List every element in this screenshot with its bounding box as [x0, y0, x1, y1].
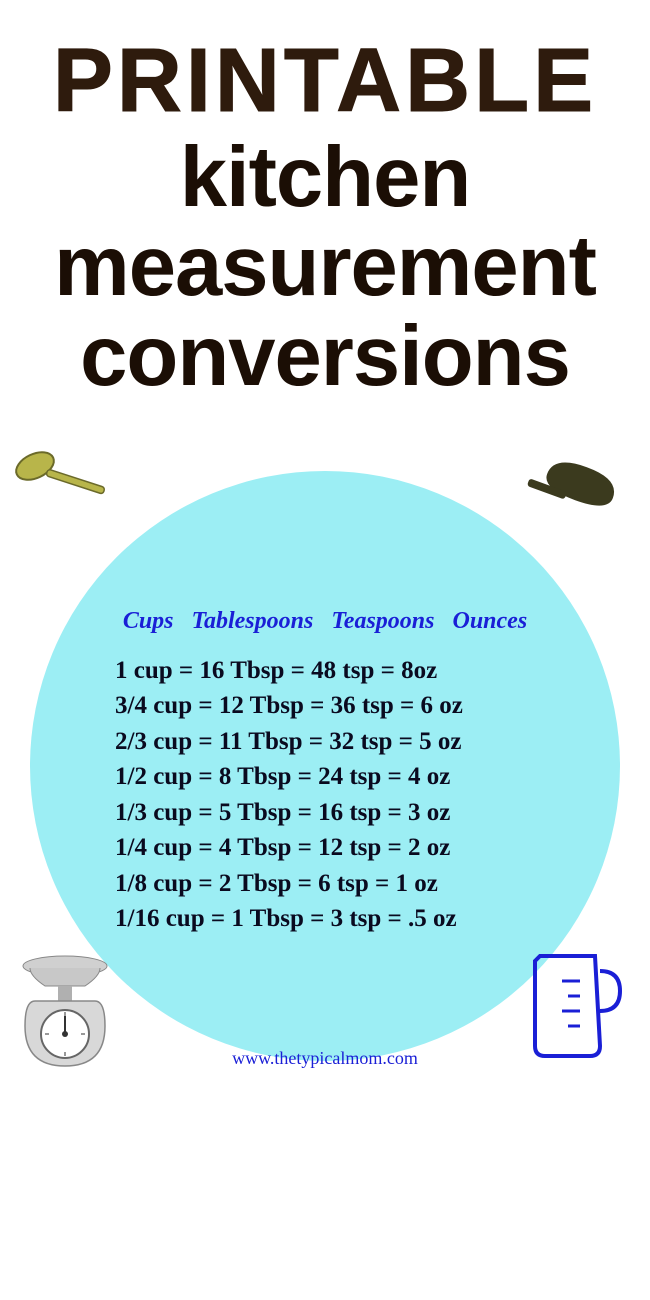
measuring-jug-icon [520, 946, 630, 1071]
title-kitchen: kitchen [0, 133, 650, 222]
conversion-row: 1/3 cup = 5 Tbsp = 16 tsp = 3 oz [65, 795, 585, 831]
chart-content: Cups Tablespoons Teaspoons Ounces 1 cup … [65, 608, 585, 937]
title-block: PRINTABLE kitchen measurement conversion… [0, 0, 650, 401]
conversion-row: 2/3 cup = 11 Tbsp = 32 tsp = 5 oz [65, 724, 585, 760]
title-printable: PRINTABLE [0, 30, 650, 133]
header-teaspoons: Teaspoons [331, 608, 434, 635]
header-ounces: Ounces [452, 608, 527, 635]
header-tablespoons: Tablespoons [192, 608, 314, 635]
conversion-chart: Cups Tablespoons Teaspoons Ounces 1 cup … [0, 441, 650, 1091]
chart-rows: 1 cup = 16 Tbsp = 48 tsp = 8oz 3/4 cup =… [65, 653, 585, 937]
conversion-row: 1 cup = 16 Tbsp = 48 tsp = 8oz [65, 653, 585, 689]
conversion-row: 1/2 cup = 8 Tbsp = 24 tsp = 4 oz [65, 759, 585, 795]
header-cups: Cups [123, 608, 174, 635]
conversion-row: 1/4 cup = 4 Tbsp = 12 tsp = 2 oz [65, 830, 585, 866]
conversion-row: 1/8 cup = 2 Tbsp = 6 tsp = 1 oz [65, 866, 585, 902]
conversion-row: 3/4 cup = 12 Tbsp = 36 tsp = 6 oz [65, 688, 585, 724]
title-measurement: measurement [0, 222, 650, 311]
kitchen-scale-icon [10, 946, 120, 1081]
source-url: www.thetypicalmom.com [232, 1048, 418, 1069]
chart-headers: Cups Tablespoons Teaspoons Ounces [65, 608, 585, 635]
title-conversions: conversions [0, 312, 650, 401]
conversion-row: 1/16 cup = 1 Tbsp = 3 tsp = .5 oz [65, 901, 585, 937]
measuring-spoon-icon [10, 441, 120, 516]
measuring-cup-icon [520, 451, 640, 536]
